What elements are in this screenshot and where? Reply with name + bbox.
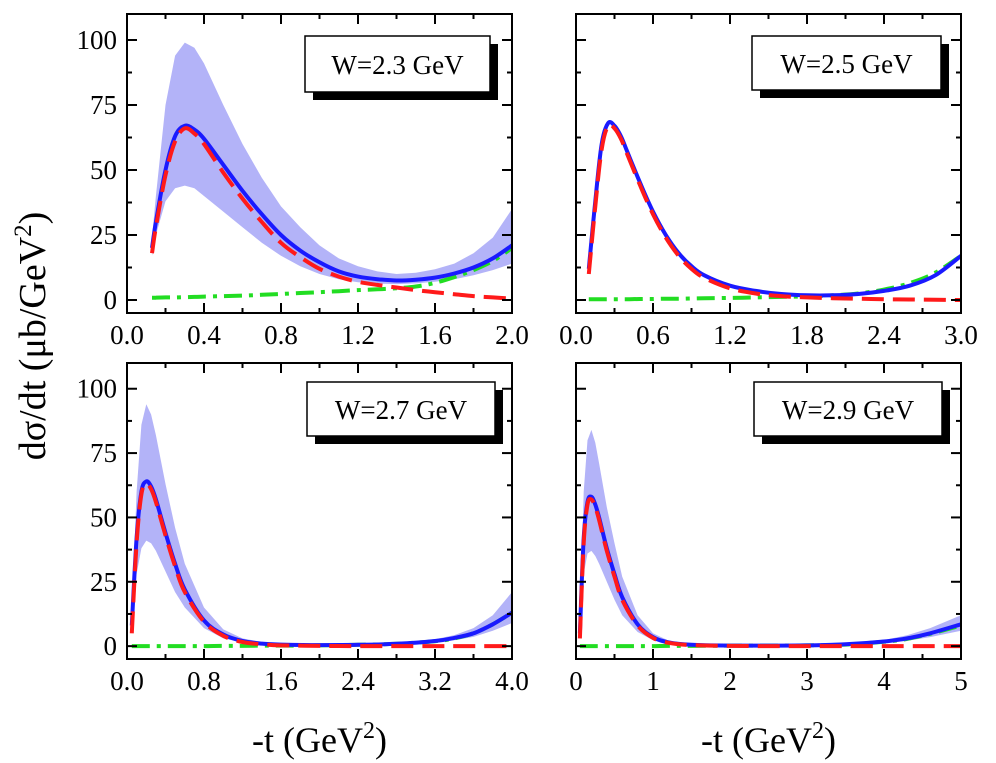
y-axis-title-sup: 2 [10,224,37,237]
x-tick-label: 3.0 [944,320,978,350]
x-axis-title-end: ) [824,720,836,760]
x-axis-title-sup: 2 [363,718,375,744]
x-axis-title: -t (GeV2) [252,718,387,760]
x-axis-title-main: -t (GeV [701,720,812,760]
series-dashed-line [586,122,961,302]
series-dash-dot-line [131,610,512,649]
x-tick-label: 3.2 [418,666,452,696]
x-tick-label: 2.4 [341,666,375,696]
y-tick-label: 0 [104,631,118,661]
x-tick-label: 1.8 [790,320,824,350]
series-dash-dot-line [151,246,512,300]
plot-area [577,429,961,649]
series-dashed-line [577,496,961,649]
y-axis-title-main: dσ/dt (μb/GeV [12,236,54,460]
x-axis-title-main: -t (GeV [252,720,363,760]
series-total-line [577,494,961,648]
y-tick-label: 75 [90,90,117,120]
x-tick-label: 1.6 [418,320,452,350]
x-tick-label: 1.6 [264,666,298,696]
x-axis-title-end: ) [375,720,387,760]
series-dashed-line [150,126,512,301]
panel-4: 0 1 2 3 4 5W=2.9 GeV-t (GeV2) [569,362,968,760]
y-tick-label: 100 [77,25,118,55]
x-tick-label: 5 [954,666,968,696]
panel-3: 0.0 0.8 1.6 2.4 3.2 4.0 0 25 50 75 100 W=2.7 GeV -t … [77,362,529,760]
panel-label: W=2.3 GeV [331,50,464,80]
series-total-line [129,479,512,648]
error-band [579,429,961,646]
panel-label: W=2.7 GeV [335,395,468,425]
x-axis-title-sup: 2 [812,718,824,744]
panel-label: W=2.5 GeV [780,49,913,79]
x-tick-label: 2 [723,666,737,696]
x-tick-label: 0.0 [110,320,144,350]
x-tick-label: 1.2 [713,320,747,350]
panel-2: 0.0 0.6 1.2 1.8 2.4 3.0 W=2.5 GeV [559,13,978,350]
x-tick-label: 4.0 [495,666,529,696]
x-tick-label: 2.0 [495,320,529,350]
series-total-line [586,120,961,298]
plot-area [129,404,512,649]
error-band [152,42,512,285]
y-axis-title-end: ) [12,212,54,225]
x-tick-label: 0.6 [636,320,670,350]
x-tick-label: 0.8 [187,666,221,696]
y-tick-label: 25 [90,220,117,250]
y-tick-label: 75 [90,438,117,468]
legend-box [753,381,943,437]
legend-box [304,35,491,93]
x-axis-title: -t (GeV2) [701,718,836,760]
x-tick-label: 0.0 [559,320,593,350]
x-tick-label: 3 [800,666,814,696]
y-tick-label: 25 [90,567,117,597]
plot-area [586,120,961,302]
x-tick-label: 2.4 [867,320,901,350]
x-tick-label: 1.2 [341,320,375,350]
legend-box [306,381,496,437]
y-tick-label: 50 [90,502,117,532]
x-tick-label: 0 [569,666,583,696]
x-tick-label: 0.4 [187,320,221,350]
series-dashed-line [129,481,512,649]
y-tick-label: 0 [104,285,118,315]
x-tick-label: 4 [877,666,891,696]
legend-box [751,35,942,91]
x-tick-label: 0.8 [264,320,298,350]
panel-label: W=2.9 GeV [782,395,915,425]
x-tick-label: 0.0 [110,666,144,696]
y-tick-label: 100 [77,374,118,404]
y-tick-label: 50 [90,155,117,185]
series-total-line [150,123,512,283]
panel-1: 0.0 0.4 0.8 1.2 1.6 2.0 0 25 50 75 100 W=2.3 GeV [77,13,529,350]
plot-area [150,42,512,301]
y-axis-title: dσ/dt (μb/GeV2) [10,212,54,461]
x-tick-label: 1 [646,666,660,696]
